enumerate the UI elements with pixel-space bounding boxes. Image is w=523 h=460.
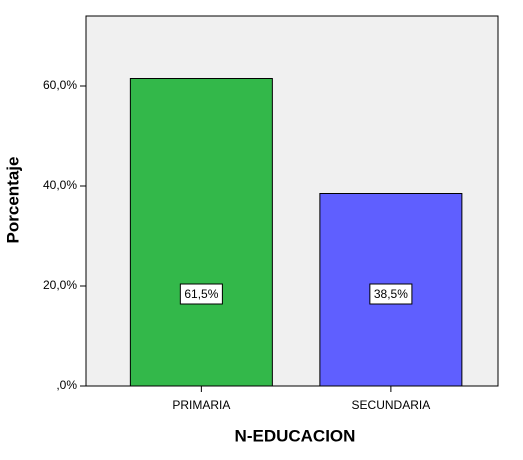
value-label-box bbox=[179, 283, 223, 305]
y-tick-label: ,0% bbox=[56, 378, 77, 392]
y-tick-label: 60,0% bbox=[43, 78, 77, 92]
bar bbox=[129, 78, 273, 387]
value-label: 38,5% bbox=[374, 287, 408, 301]
x-axis-title: N-EDUCACION bbox=[235, 426, 356, 445]
y-axis-title: Porcentaje bbox=[3, 157, 22, 244]
x-tick-label: PRIMARIA bbox=[172, 398, 230, 412]
y-tick-label: 20,0% bbox=[43, 278, 77, 292]
y-tick-label: 40,0% bbox=[43, 178, 77, 192]
x-tick-label: SECUNDARIA bbox=[352, 398, 431, 412]
value-label-box bbox=[369, 283, 413, 305]
value-label: 61,5% bbox=[184, 287, 218, 301]
